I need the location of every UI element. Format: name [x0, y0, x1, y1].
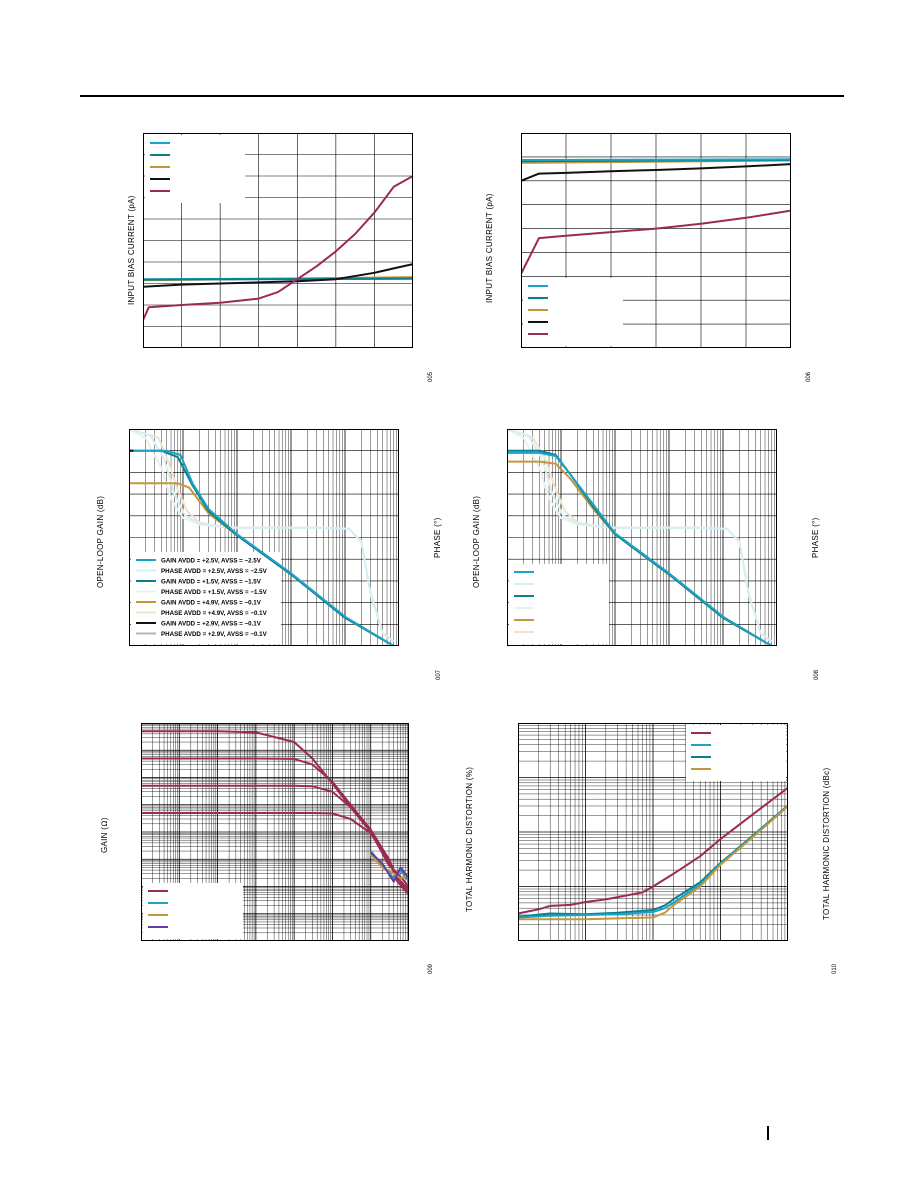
chart-open-loop-gain-1-ylabel-right: PHASE (°) [433, 517, 442, 558]
chart-bias-current-1 [142, 133, 414, 348]
series-line-3 [128, 428, 395, 643]
plot-frame [129, 429, 399, 646]
plot-frame [141, 723, 409, 941]
plot-frame [143, 133, 413, 348]
legend-label: PHASE AVDD = +2.5V, AVSS = −2.5V [161, 568, 268, 575]
series-line-6 [129, 449, 395, 647]
figure-id: 005 [428, 371, 434, 382]
legend-label: GAIN AVDD = +1.5V, AVSS = −1.5V [161, 579, 262, 586]
plot-frame [521, 133, 791, 348]
series-line-5 [142, 175, 414, 321]
series-line-4 [520, 163, 792, 182]
chart-open-loop-gain-1-plot: GAIN AVDD = +2.5V, AVSS = −2.5V PHASE AVD… [128, 428, 399, 647]
series-line-6 [369, 853, 410, 880]
series-line-3 [506, 428, 773, 643]
chart-thd-plot [517, 723, 789, 941]
chart-transimpedance-gain [141, 723, 410, 941]
legend-label: PHASE AVDD = +4.9V, AVSS = −0.1V [161, 610, 268, 617]
series-line-5 [520, 209, 792, 275]
legend-label: GAIN AVDD = +2.5V, AVSS = −2.5V [161, 558, 262, 565]
series-line-6 [507, 451, 773, 647]
chart-thd [517, 723, 789, 941]
legend-box [143, 883, 243, 939]
series-line-3 [142, 277, 414, 281]
grid [507, 429, 777, 646]
legend-box [686, 725, 786, 781]
chart-open-loop-gain-2-ylabel: OPEN-LOOP GAIN (dB) [472, 495, 481, 588]
chart-open-loop-gain-2 [506, 428, 777, 647]
chart-transimpedance-gain-plot [141, 723, 410, 941]
legend [509, 564, 609, 644]
legend-box [523, 278, 623, 346]
figure-id: 007 [436, 669, 442, 680]
chart-bias-current-2-plot [520, 133, 792, 348]
legend: GAIN AVDD = +2.5V, AVSS = −2.5V PHASE AVD… [131, 552, 281, 644]
series-line-4 [142, 263, 414, 288]
chart-bias-current-2 [520, 133, 792, 348]
chart-thd-ylabel-right: TOTAL HARMONIC DISTORTION (dBc) [822, 767, 831, 920]
legend [523, 278, 623, 346]
chart-transimpedance-gain-ylabel: GAIN (Ω) [100, 817, 109, 853]
chart-bias-current-2-ylabel: INPUT BIAS CURRENT (pA) [485, 193, 494, 303]
legend-label: PHASE AVDD = +2.9V, AVSS = −0.1V [161, 631, 268, 638]
plot-frame [507, 429, 777, 646]
legend-label: PHASE AVDD = +1.5V, AVSS = −1.5V [161, 589, 268, 596]
legend-box [509, 564, 609, 644]
header-rule [80, 95, 844, 97]
chart-bias-current-1-ylabel: INPUT BIAS CURRENT (pA) [127, 195, 136, 305]
series-line-3 [520, 158, 792, 161]
chart-open-loop-gain-2-ylabel-right: PHASE (°) [811, 517, 820, 558]
chart-open-loop-gain-1: GAIN AVDD = +2.5V, AVSS = −2.5V PHASE AVD… [128, 428, 399, 647]
series-line-1 [517, 786, 789, 915]
legend [145, 135, 245, 203]
grid [143, 133, 413, 348]
footer-page-bar [767, 1126, 769, 1140]
series-line-4 [518, 805, 789, 921]
figure-id: 010 [832, 963, 838, 974]
plot-frame [518, 723, 788, 941]
legend-label: GAIN AVDD = +2.9V, AVSS = −0.1V [161, 621, 262, 628]
legend-box [131, 552, 281, 644]
legend [143, 883, 243, 939]
figure-id: 009 [428, 963, 434, 974]
chart-bias-current-1-plot [142, 133, 414, 348]
figure-id: 008 [814, 669, 820, 680]
series-line-7 [370, 851, 410, 883]
chart-open-loop-gain-1-ylabel: OPEN-LOOP GAIN (dB) [96, 495, 105, 588]
chart-open-loop-gain-2-plot [506, 428, 777, 647]
legend [686, 725, 786, 781]
chart-thd-ylabel: TOTAL HARMONIC DISTORTION (%) [465, 766, 474, 912]
legend-box [145, 135, 245, 203]
figure-id: 006 [806, 371, 812, 382]
legend-label: GAIN AVDD = +4.9V, AVSS = −0.1V [161, 600, 262, 607]
